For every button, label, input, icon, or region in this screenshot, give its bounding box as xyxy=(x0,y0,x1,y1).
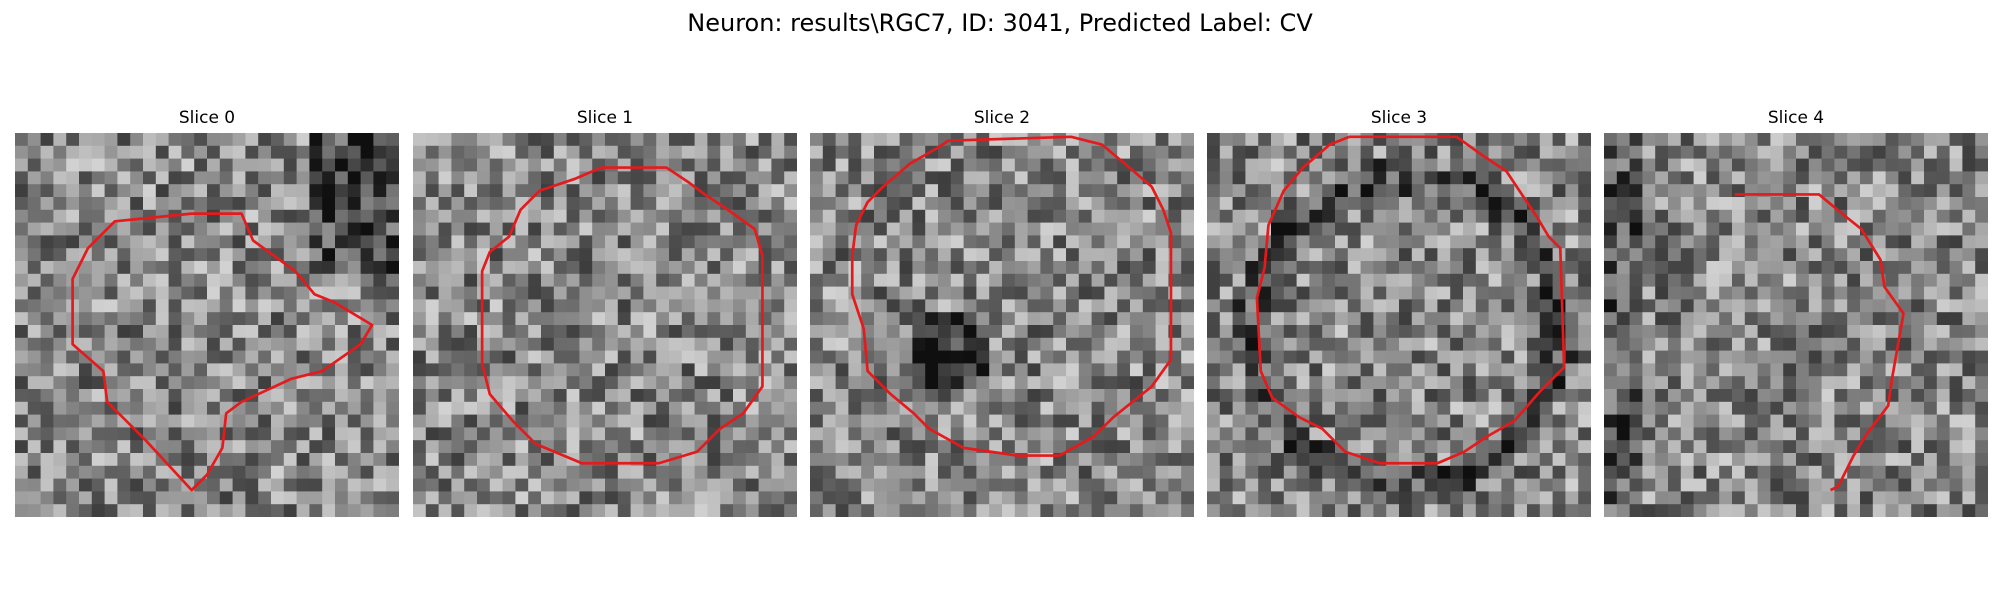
slice-panel-3: Slice 3 xyxy=(1207,107,1591,517)
slice-image-3 xyxy=(1207,133,1591,517)
contour-outline-4 xyxy=(1734,193,1905,492)
slice-image-2 xyxy=(810,133,1194,517)
slice-panel-2: Slice 2 xyxy=(810,107,1194,517)
slice-title-2: Slice 2 xyxy=(973,108,1031,128)
figure-title: Neuron: results\RGC7, ID: 3041, Predicte… xyxy=(687,9,1313,37)
slice-image-4 xyxy=(1604,133,1988,517)
contour-outline-2 xyxy=(850,135,1173,457)
slice-panel-4: Slice 4 xyxy=(1604,107,1988,517)
contour-outline-0 xyxy=(71,212,374,492)
slice-title-4: Slice 4 xyxy=(1767,108,1825,128)
slice-image-0 xyxy=(15,133,399,517)
slice-panel-0: Slice 0 xyxy=(15,107,399,517)
contour-outline-3 xyxy=(1255,135,1566,465)
slice-title-3: Slice 3 xyxy=(1370,108,1428,128)
slice-title-1: Slice 1 xyxy=(576,108,634,128)
contour-outline-1 xyxy=(480,166,764,465)
slice-panel-1: Slice 1 xyxy=(413,107,797,517)
slice-title-0: Slice 0 xyxy=(178,108,236,128)
slice-image-1 xyxy=(413,133,797,517)
